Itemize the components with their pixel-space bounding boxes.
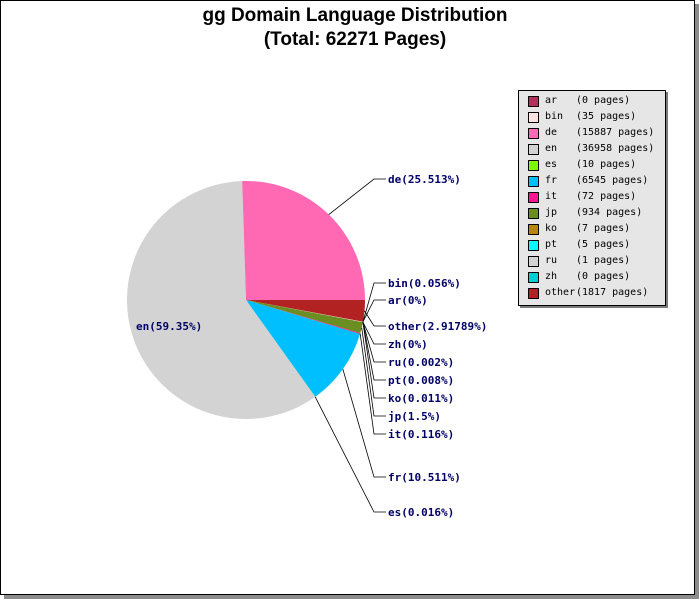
legend-swatch-de <box>528 128 539 139</box>
pie-slice-pt <box>246 300 363 323</box>
legend-swatch-ar <box>528 96 539 107</box>
slice-labels: other(2.91789%) ar(0%) bin(0.056%) zh(0%) ru… <box>136 173 487 519</box>
pie-slice-ko <box>246 300 363 323</box>
pie-slice-it <box>246 300 361 334</box>
legend-swatch-zh <box>528 272 539 283</box>
legend-code-other: other <box>545 287 576 298</box>
legend-count-en: (36958 pages) <box>576 143 655 154</box>
legend-code-ru: ru <box>545 255 558 266</box>
pie-slice-other <box>246 300 365 322</box>
legend-count-pt: (5 pages) <box>576 239 631 250</box>
pie-slice-jp <box>246 300 363 334</box>
legend: ar (0 pages) bin (35 pages) de (15887 pages) e… <box>518 90 666 306</box>
pie-slice-ru <box>246 300 363 323</box>
legend-swatch-ko <box>528 224 539 235</box>
slice-label-other: other(2.91789%) <box>388 320 487 333</box>
leader-line-ko <box>362 322 386 399</box>
leader-line-ar <box>362 299 386 322</box>
legend-count-zh: (0 pages) <box>576 271 631 282</box>
legend-count-other: (1817 pages) <box>576 287 649 298</box>
slice-label-ar: ar(0%) <box>388 294 428 307</box>
leader-line-pt <box>362 322 386 381</box>
legend-count-es: (10 pages) <box>576 159 637 170</box>
leader-lines <box>314 178 386 513</box>
legend-swatch-es <box>528 160 539 171</box>
legend-swatch-en <box>528 144 539 155</box>
chart-title: gg Domain Language Distribution (Total: … <box>0 4 700 52</box>
legend-count-fr: (6545 pages) <box>576 175 649 186</box>
legend-swatch-it <box>528 192 539 203</box>
legend-code-pt: pt <box>545 239 558 250</box>
slice-label-zh: zh(0%) <box>388 338 428 351</box>
slice-label-bin: bin(0.056%) <box>388 277 461 290</box>
legend-code-jp: jp <box>545 207 558 218</box>
legend-count-jp: (934 pages) <box>576 207 643 218</box>
leader-line-it <box>359 333 386 435</box>
slice-label-pt: pt(0.008%) <box>388 374 454 387</box>
legend-swatch-jp <box>528 208 539 219</box>
legend-code-ko: ko <box>545 223 558 234</box>
pie-slice-de <box>242 181 365 300</box>
legend-code-en: en <box>545 143 558 154</box>
leader-line-zh <box>362 321 386 345</box>
slice-label-en: en(59.35%) <box>136 320 202 333</box>
leader-line-de <box>328 178 386 215</box>
legend-swatch-other <box>528 288 539 299</box>
legend-count-ru: (1 pages) <box>576 255 631 266</box>
leader-line-jp <box>361 327 386 417</box>
slice-label-de: de(25.513%) <box>388 173 461 186</box>
leader-line-es <box>314 396 386 513</box>
slice-label-ko: ko(0.011%) <box>388 392 454 405</box>
slice-label-ru: ru(0.002%) <box>388 356 454 369</box>
legend-swatch-pt <box>528 240 539 251</box>
pie-slice-es <box>246 300 316 397</box>
chart-title-line2: (Total: 62271 Pages) <box>263 29 447 50</box>
legend-count-ko: (7 pages) <box>576 223 631 234</box>
legend-count-de: (15887 pages) <box>576 127 655 138</box>
slice-label-jp: jp(1.5%) <box>388 410 441 423</box>
legend-count-bin: (35 pages) <box>576 111 637 122</box>
slice-label-es: es(0.016%) <box>388 506 454 519</box>
slice-label-it: it(0.116%) <box>388 428 454 441</box>
legend-swatch-fr <box>528 176 539 187</box>
legend-code-fr: fr <box>545 175 558 186</box>
legend-swatch-bin <box>528 112 539 123</box>
pie-slice-bin <box>246 300 364 323</box>
legend-count-it: (72 pages) <box>576 191 637 202</box>
legend-count-ar: (0 pages) <box>576 95 631 106</box>
legend-code-es: es <box>545 159 558 170</box>
pie-slice-en <box>127 181 316 420</box>
leader-line-fr <box>342 369 386 478</box>
leader-line-bin <box>362 282 386 323</box>
leader-line-ru <box>362 322 386 363</box>
pie-slices <box>127 181 365 420</box>
legend-code-bin: bin <box>545 111 564 122</box>
leader-line-other <box>364 310 386 327</box>
legend-code-ar: ar <box>545 95 558 106</box>
chart-title-line1: gg Domain Language Distribution <box>202 5 508 26</box>
legend-code-de: de <box>545 127 558 138</box>
pie-slice-fr <box>246 300 361 397</box>
legend-swatch-ru <box>528 256 539 267</box>
legend-code-it: it <box>545 191 558 202</box>
legend-code-zh: zh <box>545 271 558 282</box>
slice-label-fr: fr(10.511%) <box>388 471 461 484</box>
